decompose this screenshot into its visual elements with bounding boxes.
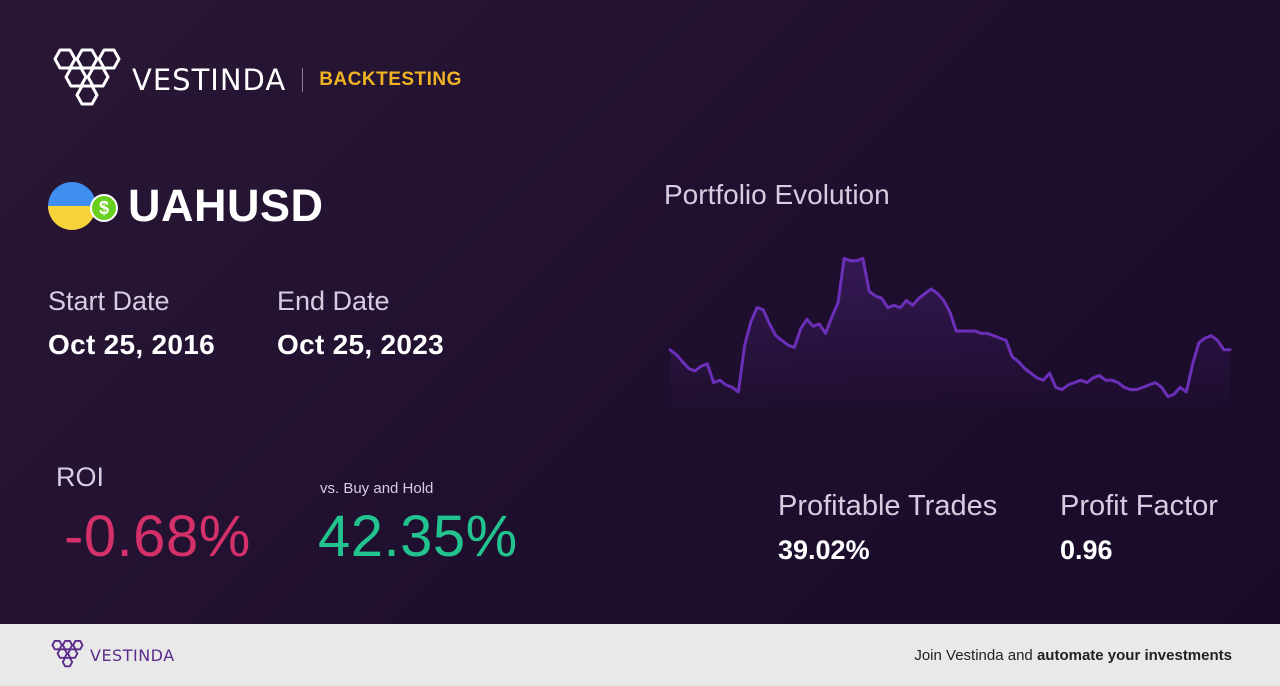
brand-name: VESTINDA [132, 63, 287, 97]
profitable-trades-label: Profitable Trades [778, 490, 998, 522]
end-date-value: Oct 25, 2023 [277, 329, 445, 360]
buy-hold-label: vs. Buy and Hold [320, 480, 434, 497]
start-date-label: Start Date [48, 286, 170, 316]
footer-cta[interactable]: Join Vestinda and automate your investme… [914, 647, 1232, 664]
product-label: BACKTESTING [319, 69, 462, 90]
dollar-coin-icon: $ [90, 194, 118, 222]
profit-factor-block: Profit Factor 0.96 [1060, 490, 1218, 566]
roi-value: -0.68% [64, 504, 251, 569]
footer-brand-name: VESTINDA [90, 645, 175, 665]
footer-brand[interactable]: VESTINDA [48, 639, 175, 671]
chart-area [670, 258, 1230, 412]
dollar-symbol: $ [98, 197, 109, 218]
profitable-trades-block: Profitable Trades 39.02% [778, 490, 997, 566]
asset-header: $ UAHUSD [48, 180, 324, 232]
profitable-trades-value: 39.02% [778, 535, 870, 565]
end-date-block: End Date Oct 25, 2023 [277, 286, 444, 361]
backtest-card: VESTINDA BACKTESTING $ UAHUSD Start Date… [0, 0, 1280, 624]
ticker-symbol: UAHUSD [128, 180, 324, 231]
chart-series-line [668, 256, 1232, 399]
profit-factor-label: Profit Factor [1060, 490, 1218, 522]
start-date-block: Start Date Oct 25, 2016 [48, 286, 215, 361]
profit-factor-value: 0.96 [1060, 535, 1113, 565]
footer-cta-bold: automate your investments [1036, 646, 1232, 664]
vestinda-logo-icon [51, 639, 84, 668]
start-date-value: Oct 25, 2016 [48, 329, 216, 360]
brand-header: VESTINDA BACKTESTING [48, 46, 462, 114]
portfolio-evolution-chart [668, 256, 1232, 412]
roi-label: ROI [56, 462, 105, 492]
brand-divider [302, 68, 304, 92]
ukraine-flag-icon [48, 182, 96, 230]
end-date-label: End Date [277, 286, 390, 316]
buy-hold-value: 42.35% [318, 504, 518, 569]
vestinda-logo-icon [53, 48, 121, 106]
footer-cta-prefix: Join Vestinda and [914, 646, 1037, 664]
footer-bar: VESTINDA Join Vestinda and automate your… [0, 624, 1280, 686]
chart-title: Portfolio Evolution [664, 179, 890, 210]
